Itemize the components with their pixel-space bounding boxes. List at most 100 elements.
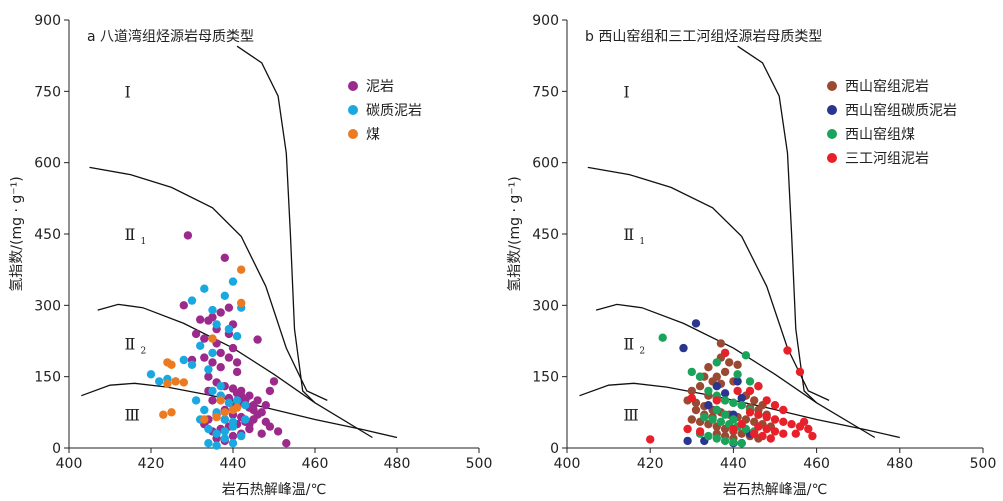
y-tick-label: 150 bbox=[532, 370, 559, 386]
data-point bbox=[232, 332, 242, 341]
data-point bbox=[232, 367, 242, 377]
data-point bbox=[200, 334, 209, 343]
data-point bbox=[804, 424, 813, 434]
data-point bbox=[200, 353, 209, 362]
data-point bbox=[712, 396, 721, 405]
x-tick-label: 460 bbox=[803, 456, 830, 472]
data-point bbox=[220, 291, 229, 300]
legend-label: 煤 bbox=[366, 127, 380, 143]
x-tick-label: 440 bbox=[720, 456, 747, 472]
legend-label: 西山窑组碳质泥岩 bbox=[845, 102, 957, 119]
data-point bbox=[762, 412, 771, 422]
region-subscript: 2 bbox=[639, 346, 645, 356]
data-point bbox=[720, 396, 730, 405]
data-point bbox=[720, 367, 730, 377]
data-point bbox=[183, 231, 193, 240]
data-point bbox=[754, 382, 763, 391]
data-point bbox=[159, 410, 168, 419]
data-point bbox=[179, 301, 188, 310]
data-point bbox=[196, 341, 205, 350]
data-point bbox=[200, 284, 209, 293]
data-point bbox=[658, 333, 667, 342]
x-tick-label: 400 bbox=[56, 456, 83, 472]
data-point bbox=[729, 424, 738, 434]
data-point bbox=[762, 424, 771, 434]
data-point bbox=[683, 424, 692, 434]
data-point bbox=[741, 351, 751, 360]
data-point bbox=[212, 441, 221, 450]
data-point bbox=[687, 415, 696, 424]
data-point bbox=[208, 386, 217, 396]
data-point bbox=[708, 415, 717, 424]
data-point bbox=[720, 410, 730, 419]
data-point bbox=[770, 415, 780, 424]
series-4 bbox=[646, 346, 817, 444]
data-point bbox=[208, 305, 217, 315]
legend-marker bbox=[827, 105, 837, 115]
x-axis-title: 岩石热解峰温/℃ bbox=[222, 482, 326, 498]
x-axis-title: 岩石热解峰温/℃ bbox=[723, 482, 827, 498]
data-point bbox=[704, 363, 713, 372]
data-point bbox=[228, 431, 238, 441]
data-point bbox=[204, 424, 213, 434]
region-label: Ⅱ bbox=[125, 225, 136, 244]
data-point bbox=[737, 439, 746, 448]
data-point bbox=[261, 401, 270, 410]
data-point bbox=[220, 427, 229, 436]
y-tick-label: 750 bbox=[34, 84, 61, 100]
data-point bbox=[269, 377, 279, 386]
data-point bbox=[187, 296, 197, 305]
data-point bbox=[224, 324, 234, 334]
region-subscript: 1 bbox=[639, 237, 645, 247]
data-point bbox=[208, 348, 217, 358]
legend-marker bbox=[827, 153, 837, 163]
y-tick-label: 150 bbox=[34, 370, 61, 386]
data-point bbox=[212, 320, 221, 329]
boundary-curve-2 bbox=[89, 166, 328, 401]
data-point bbox=[779, 417, 788, 426]
data-point bbox=[779, 405, 788, 415]
legend-marker bbox=[348, 129, 358, 139]
data-point bbox=[224, 303, 234, 312]
legend-marker bbox=[827, 81, 837, 91]
x-tick-label: 420 bbox=[138, 456, 165, 472]
data-point bbox=[729, 398, 738, 407]
data-point bbox=[167, 408, 176, 417]
panel-title: b 西山窑组和三工河组烃源岩母质类型 bbox=[585, 28, 822, 45]
data-point bbox=[795, 367, 805, 377]
data-point bbox=[683, 436, 692, 446]
data-point bbox=[745, 408, 755, 417]
data-point bbox=[712, 405, 721, 415]
data-point bbox=[733, 370, 742, 379]
y-tick-label: 900 bbox=[34, 13, 61, 29]
data-point bbox=[204, 439, 213, 448]
data-point bbox=[204, 365, 213, 374]
data-point bbox=[720, 436, 730, 446]
data-point bbox=[733, 386, 742, 396]
x-tick-label: 480 bbox=[384, 456, 411, 472]
x-tick-label: 500 bbox=[970, 456, 997, 472]
data-point bbox=[179, 378, 188, 387]
data-point bbox=[716, 417, 726, 426]
boundary-curve-3 bbox=[595, 303, 876, 439]
x-tick-label: 420 bbox=[637, 456, 664, 472]
data-point bbox=[237, 431, 246, 441]
data-point bbox=[167, 360, 176, 369]
boundary-curve-1 bbox=[737, 45, 818, 404]
data-point bbox=[687, 393, 696, 403]
data-point bbox=[750, 429, 759, 438]
legend-label: 西山窑组泥岩 bbox=[845, 78, 929, 95]
y-tick-label: 300 bbox=[532, 298, 559, 314]
data-point bbox=[712, 358, 721, 367]
boundary-curve-2 bbox=[587, 166, 830, 401]
chart-panel-a: 400 420 440 460 480 500 0 150 300 450 600 750 900 岩石热… bbox=[9, 13, 492, 498]
data-point bbox=[216, 382, 225, 391]
region-label: Ⅱ bbox=[623, 334, 634, 353]
y-tick-label: 600 bbox=[34, 156, 61, 172]
data-point bbox=[754, 422, 763, 431]
legend-label: 三工河组泥岩 bbox=[845, 151, 929, 167]
data-point bbox=[733, 360, 742, 369]
data-point bbox=[253, 335, 262, 344]
data-point bbox=[228, 343, 238, 353]
data-point bbox=[179, 355, 188, 365]
